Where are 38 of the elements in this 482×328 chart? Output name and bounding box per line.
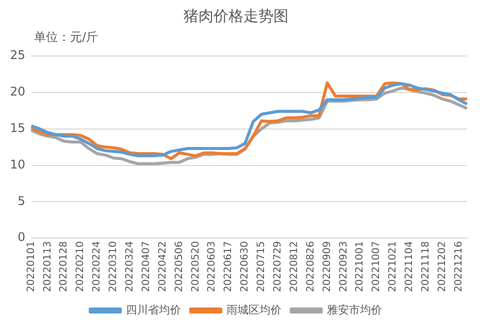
- x-tick-label: 20220422: [157, 241, 168, 292]
- x-tick-label: 20220617: [223, 241, 234, 292]
- legend-label: 雨城区均价: [226, 303, 282, 316]
- x-tick-label: 20220812: [288, 241, 300, 292]
- x-tick-label: 20221021: [388, 241, 399, 292]
- x-tick-label: 20220324: [124, 241, 136, 292]
- legend-label: 雅安市均价: [326, 303, 382, 316]
- x-tick-label: 20220603: [206, 241, 218, 292]
- x-tick-label: 20221007: [371, 241, 382, 292]
- x-tick-label: 20221216: [453, 241, 464, 292]
- y-tick-label: 0: [18, 230, 26, 244]
- x-tick-label: 20220113: [42, 241, 54, 292]
- x-tick-label: 20220506: [174, 241, 185, 292]
- chart-title: 猪肉价格走势图: [184, 6, 288, 25]
- x-tick-label: 20220630: [240, 241, 251, 292]
- x-tick-label: 20220310: [108, 241, 120, 292]
- x-tick-label: 20220210: [75, 241, 86, 292]
- x-tick-label: 20220729: [272, 241, 284, 292]
- x-tick-label: 20220909: [322, 241, 333, 292]
- y-tick-label: 5: [18, 194, 26, 208]
- legend-label: 四川省均价: [126, 303, 181, 316]
- y-tick-label: 15: [10, 120, 26, 135]
- x-tick-label: 20221118: [420, 241, 432, 292]
- x-tick-label: 20220923: [338, 241, 350, 292]
- x-tick-label: 20220224: [92, 241, 103, 292]
- x-tick-label: 20220826: [305, 241, 316, 292]
- x-tick-label: 20220407: [140, 241, 152, 292]
- y-tick-label: 10: [10, 157, 26, 172]
- x-tick-label: 20220101: [26, 241, 37, 292]
- x-tick-label: 20221104: [404, 241, 416, 292]
- y-tick-label: 20: [10, 84, 26, 99]
- x-tick-label: 20220128: [58, 241, 70, 292]
- text: 单位：元/斤: [34, 30, 98, 44]
- x-tick-label: 20221001: [354, 241, 366, 292]
- y-tick-label: 25: [10, 48, 26, 62]
- x-tick-label: 20221202: [436, 241, 448, 292]
- x-tick-label: 20220520: [190, 241, 202, 292]
- x-tick-label: 20220715: [256, 241, 268, 292]
